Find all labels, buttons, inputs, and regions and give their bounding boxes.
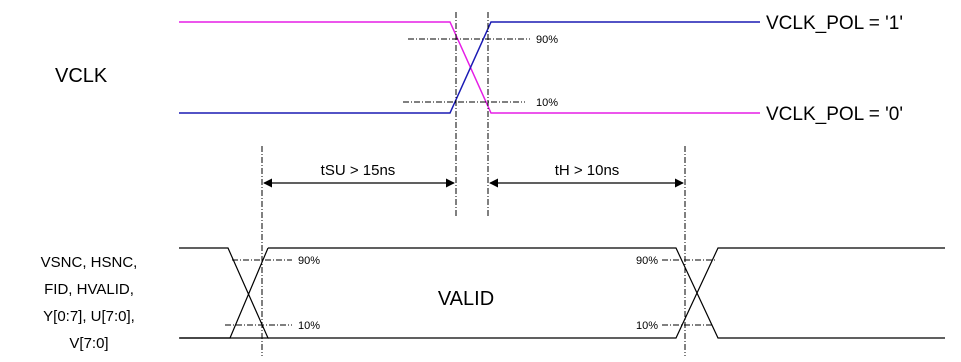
bus-right-10-label: 10% [636, 320, 658, 332]
vclk-pol1-waveform [179, 21, 760, 114]
bus-right-90-label: 90% [636, 255, 658, 267]
bus-left-10-label: 10% [298, 320, 320, 332]
data-signals-line-4: V[7:0] [69, 335, 108, 352]
hold-time-label: tH > 10ns [555, 162, 620, 179]
vclk-pol0-waveform [179, 21, 760, 114]
data-bus-upper-left [179, 247, 269, 339]
vclk-pol0-label: VCLK_POL = '0' [766, 104, 903, 125]
setup-time-label: tSU > 15ns [321, 162, 396, 179]
vclk-label: VCLK [55, 65, 108, 87]
data-bus-valid-top [268, 247, 945, 339]
data-signals-line-1: VSNC, HSNC, [41, 254, 138, 271]
vclk-10-label: 10% [536, 97, 558, 109]
vclk-pol1-label: VCLK_POL = '1' [766, 13, 903, 34]
valid-label: VALID [438, 288, 494, 310]
data-bus-top-waveform [179, 247, 269, 339]
data-signals-line-2: FID, HVALID, [44, 281, 134, 298]
bus-left-90-label: 90% [298, 255, 320, 267]
data-bus-valid-bottom [268, 247, 945, 339]
vclk-90-label: 90% [536, 34, 558, 46]
data-signals-line-3: Y[0:7], U[7:0], [43, 308, 135, 325]
